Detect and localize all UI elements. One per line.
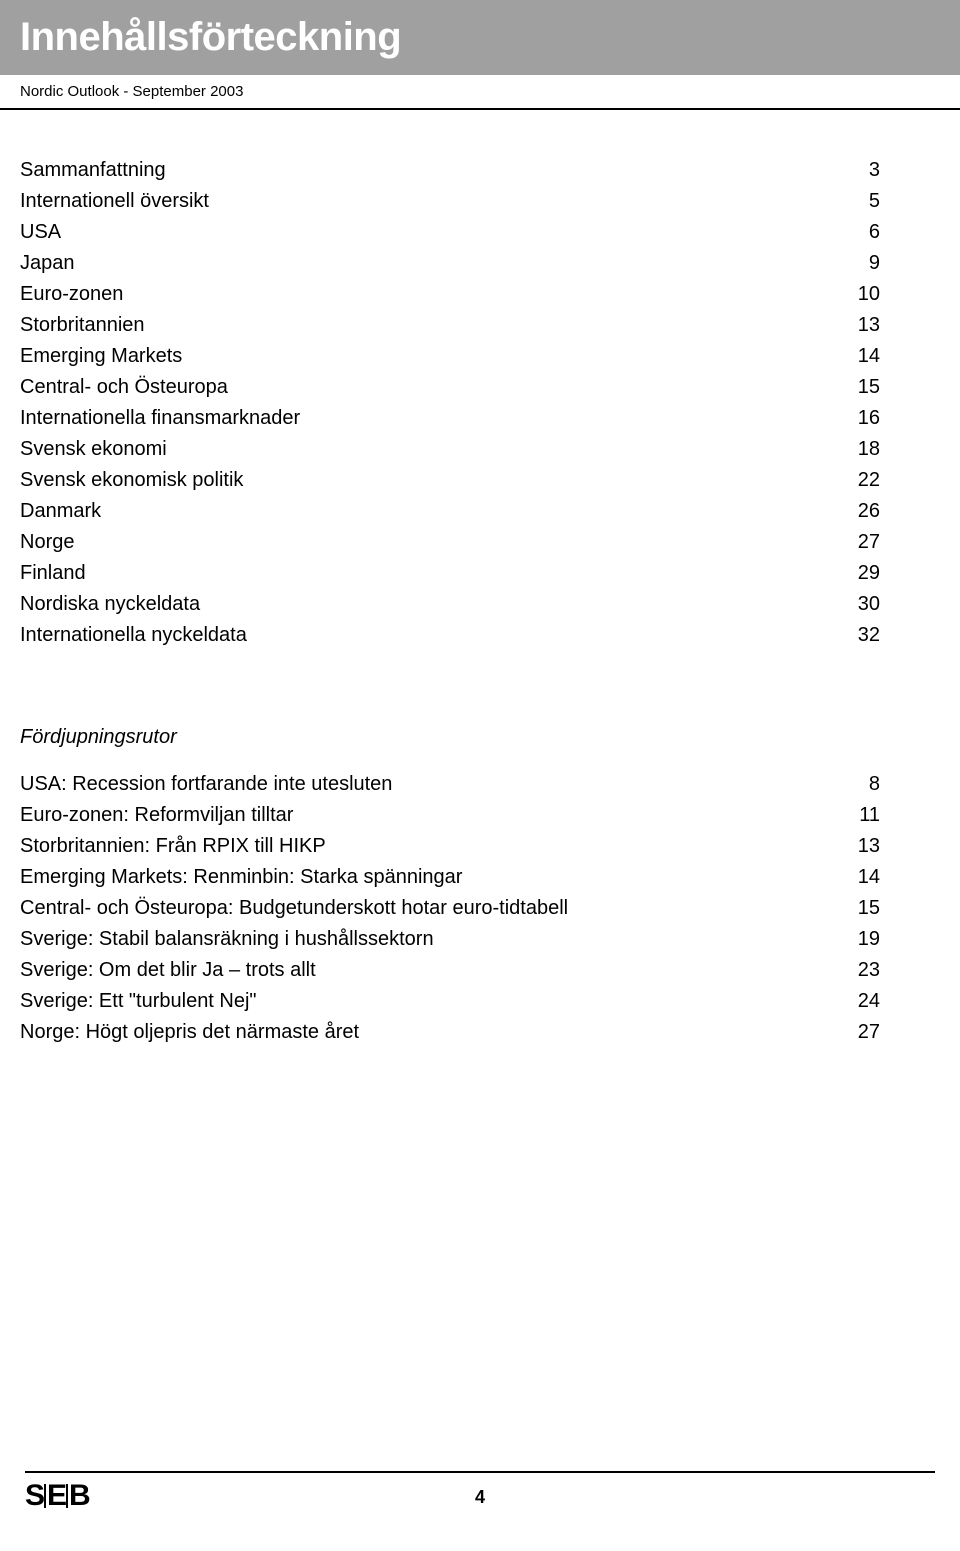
toc-entry: Sverige: Ett "turbulent Nej"24 <box>20 986 880 1017</box>
toc-entry-page: 3 <box>840 159 880 182</box>
toc-content: Sammanfattning3Internationell översikt5U… <box>0 155 960 1048</box>
toc-entry-page: 5 <box>840 190 880 213</box>
page-title: Innehållsförteckning <box>20 15 401 60</box>
toc-entry-label: USA <box>20 221 840 244</box>
toc-entry: Storbritannien: Från RPIX till HIKP13 <box>20 831 880 862</box>
toc-entry: Sverige: Stabil balansräkning i hushålls… <box>20 924 880 955</box>
toc-entry: Emerging Markets: Renminbin: Starka spän… <box>20 862 880 893</box>
logo-text: SEB <box>25 1479 89 1513</box>
toc-entry: Euro-zonen10 <box>20 279 880 310</box>
toc-entry-page: 15 <box>840 897 880 920</box>
toc-entry-page: 13 <box>840 835 880 858</box>
toc-entry-label: Sverige: Stabil balansräkning i hushålls… <box>20 928 840 951</box>
toc-entry: Internationella nyckeldata32 <box>20 620 880 651</box>
toc-entry: Internationella finansmarknader16 <box>20 403 880 434</box>
toc-boxes-list: USA: Recession fortfarande inte uteslute… <box>20 769 880 1048</box>
toc-entry-page: 27 <box>840 1021 880 1044</box>
toc-entry-label: Svensk ekonomisk politik <box>20 469 840 492</box>
seb-logo: SEB <box>25 1471 89 1521</box>
toc-entry: Euro-zonen: Reformviljan tilltar11 <box>20 800 880 831</box>
toc-entry-label: Nordiska nyckeldata <box>20 593 840 616</box>
footer: 4 <box>25 1471 935 1521</box>
section-gap <box>20 651 880 726</box>
toc-entry-label: Sammanfattning <box>20 159 840 182</box>
toc-entry: Japan9 <box>20 248 880 279</box>
toc-entry-label: Norge: Högt oljepris det närmaste året <box>20 1021 840 1044</box>
toc-entry: Svensk ekonomisk politik22 <box>20 465 880 496</box>
toc-entry-label: Emerging Markets <box>20 345 840 368</box>
toc-entry-label: Sverige: Ett "turbulent Nej" <box>20 990 840 1013</box>
toc-entry-label: Danmark <box>20 500 840 523</box>
toc-entry-label: Svensk ekonomi <box>20 438 840 461</box>
page-number: 4 <box>475 1487 485 1508</box>
toc-main-list: Sammanfattning3Internationell översikt5U… <box>20 155 880 651</box>
toc-entry: Internationell översikt5 <box>20 186 880 217</box>
toc-entry: Nordiska nyckeldata30 <box>20 589 880 620</box>
toc-entry-label: Finland <box>20 562 840 585</box>
toc-entry: Norge27 <box>20 527 880 558</box>
toc-entry: Svensk ekonomi18 <box>20 434 880 465</box>
toc-entry-label: Central- och Östeuropa: Budgetunderskott… <box>20 897 840 920</box>
toc-entry-page: 13 <box>840 314 880 337</box>
toc-entry-label: Central- och Östeuropa <box>20 376 840 399</box>
toc-entry-page: 8 <box>840 773 880 796</box>
toc-entry-page: 29 <box>840 562 880 585</box>
toc-entry-page: 14 <box>840 345 880 368</box>
toc-entry-page: 6 <box>840 221 880 244</box>
document-subtitle: Nordic Outlook - September 2003 <box>0 75 960 110</box>
toc-entry-page: 10 <box>840 283 880 306</box>
toc-entry-label: Storbritannien: Från RPIX till HIKP <box>20 835 840 858</box>
toc-entry: Danmark26 <box>20 496 880 527</box>
toc-entry-label: Internationell översikt <box>20 190 840 213</box>
toc-entry-page: 11 <box>840 804 880 827</box>
toc-entry-page: 18 <box>840 438 880 461</box>
boxes-heading: Fördjupningsrutor <box>20 726 880 749</box>
toc-entry-label: Internationella nyckeldata <box>20 624 840 647</box>
toc-entry: Sverige: Om det blir Ja – trots allt23 <box>20 955 880 986</box>
toc-entry: USA: Recession fortfarande inte uteslute… <box>20 769 880 800</box>
toc-entry: Sammanfattning3 <box>20 155 880 186</box>
toc-entry-label: Norge <box>20 531 840 554</box>
toc-entry-page: 26 <box>840 500 880 523</box>
toc-entry-label: Euro-zonen: Reformviljan tilltar <box>20 804 840 827</box>
toc-entry-page: 30 <box>840 593 880 616</box>
toc-entry-page: 16 <box>840 407 880 430</box>
header-bar: Innehållsförteckning <box>0 0 960 75</box>
toc-entry: USA6 <box>20 217 880 248</box>
toc-entry-page: 24 <box>840 990 880 1013</box>
toc-entry-page: 9 <box>840 252 880 275</box>
toc-entry: Central- och Östeuropa15 <box>20 372 880 403</box>
toc-entry-page: 15 <box>840 376 880 399</box>
toc-entry: Norge: Högt oljepris det närmaste året27 <box>20 1017 880 1048</box>
toc-entry: Storbritannien13 <box>20 310 880 341</box>
toc-entry-label: Internationella finansmarknader <box>20 407 840 430</box>
toc-entry-page: 14 <box>840 866 880 889</box>
toc-entry: Central- och Östeuropa: Budgetunderskott… <box>20 893 880 924</box>
toc-entry-page: 27 <box>840 531 880 554</box>
toc-entry-page: 23 <box>840 959 880 982</box>
toc-entry-label: Japan <box>20 252 840 275</box>
toc-entry-label: Sverige: Om det blir Ja – trots allt <box>20 959 840 982</box>
toc-entry-label: USA: Recession fortfarande inte uteslute… <box>20 773 840 796</box>
toc-entry-page: 32 <box>840 624 880 647</box>
toc-entry-label: Storbritannien <box>20 314 840 337</box>
toc-entry-label: Euro-zonen <box>20 283 840 306</box>
toc-entry-label: Emerging Markets: Renminbin: Starka spän… <box>20 866 840 889</box>
toc-entry: Emerging Markets14 <box>20 341 880 372</box>
toc-entry-page: 22 <box>840 469 880 492</box>
toc-entry: Finland29 <box>20 558 880 589</box>
toc-entry-page: 19 <box>840 928 880 951</box>
